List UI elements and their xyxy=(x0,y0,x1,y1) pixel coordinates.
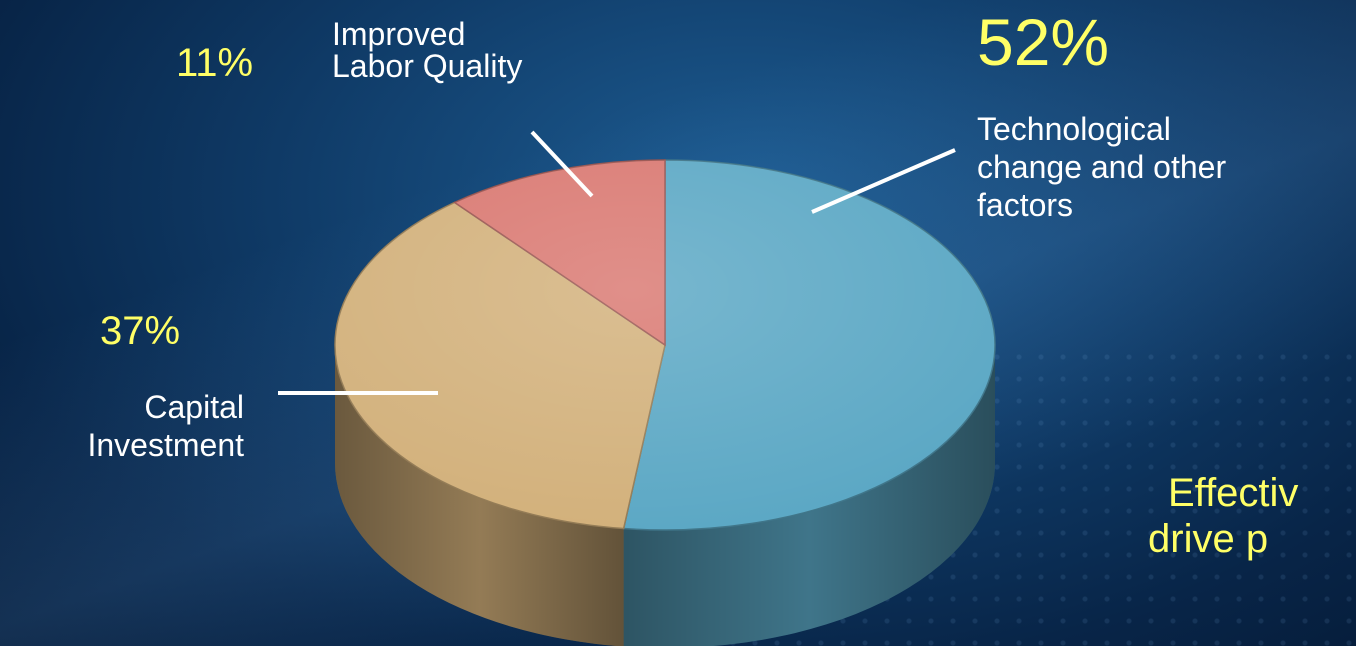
label-capital-line1: Capital xyxy=(0,388,244,426)
leader-line-technological xyxy=(812,150,955,212)
pct-technological: 52% xyxy=(977,6,1109,78)
footer-note-line1: Effectiv xyxy=(1168,470,1298,516)
pct-labor: 11% xyxy=(176,40,253,86)
pie-top-layer xyxy=(335,160,995,530)
label-technological-line3: factors xyxy=(977,186,1226,224)
label-technological: Technological change and other factors xyxy=(977,110,1226,224)
pie-top-highlight xyxy=(335,160,995,530)
label-labor-line1: Improved xyxy=(332,18,522,50)
label-labor-line2: Labor Quality xyxy=(332,50,522,82)
footer-note: Effectiv drive p xyxy=(1168,470,1298,562)
label-technological-line1: Technological xyxy=(977,110,1226,148)
footer-note-line2: drive p xyxy=(1148,516,1298,562)
label-labor: Improved Labor Quality xyxy=(332,18,522,82)
label-capital: Capital Investment xyxy=(0,388,244,464)
label-technological-line2: change and other xyxy=(977,148,1226,186)
label-capital-line2: Investment xyxy=(0,426,244,464)
pct-capital: 37% xyxy=(100,308,180,354)
